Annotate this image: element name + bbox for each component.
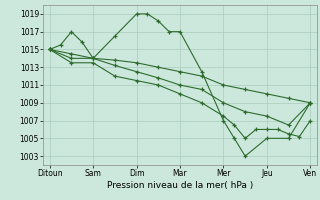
X-axis label: Pression niveau de la mer( hPa ): Pression niveau de la mer( hPa ) — [107, 181, 253, 190]
